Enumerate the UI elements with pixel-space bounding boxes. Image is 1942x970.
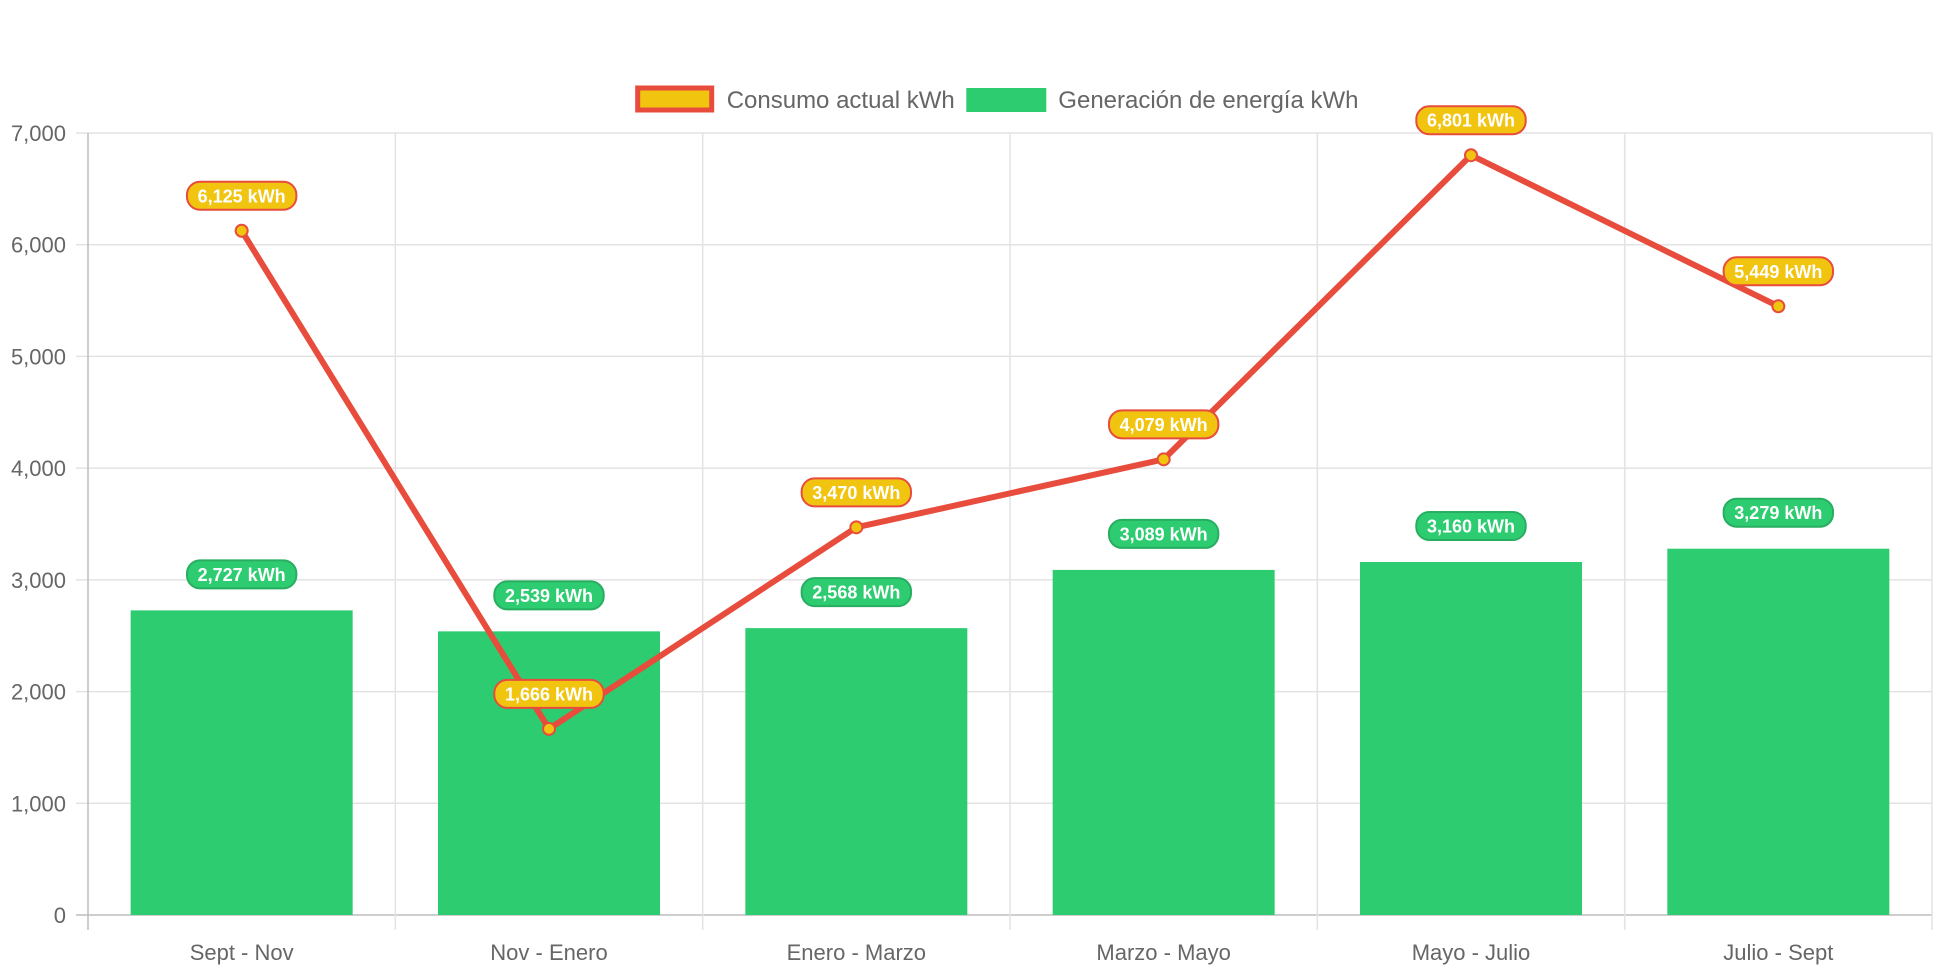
series-line — [239, 152, 1780, 732]
data-label-text: 3,160 kWh — [1427, 516, 1515, 536]
data-label-text: 3,089 kWh — [1120, 524, 1208, 544]
line-series — [234, 148, 1786, 736]
data-label-bg — [1107, 518, 1220, 549]
bar-data-label: 2,539 kWh — [493, 580, 605, 611]
bar — [1667, 548, 1890, 915]
legend: Consumo actual kWh Generación de energía … — [635, 85, 1358, 114]
bar — [745, 628, 968, 915]
y-tick-label: 1,000 — [11, 791, 66, 816]
bar-data-label: 2,727 kWh — [185, 559, 298, 590]
bar — [438, 631, 660, 915]
y-tick-label: 7,000 — [11, 121, 66, 146]
x-tick-label: Mayo - Julio — [1412, 940, 1531, 965]
bar-data-label: 2,568 kWh — [800, 577, 913, 608]
bar — [130, 610, 353, 915]
x-tick-label: Marzo - Mayo — [1096, 940, 1230, 965]
line-data-label: 5,449 kWh — [1722, 256, 1835, 287]
x-axis: Sept - Nov Nov - Enero Enero - Marzo Marzo … — [190, 940, 1834, 965]
y-tick-label: 3,000 — [11, 568, 66, 593]
line-point — [1464, 148, 1478, 163]
data-label-bg — [493, 678, 605, 709]
line-data-label: 1,666 kWh — [493, 678, 605, 709]
line-point — [1156, 452, 1171, 467]
data-label-text: 1,666 kWh — [505, 684, 593, 704]
legend-swatch-generacion — [966, 88, 1047, 112]
data-label-text: 2,568 kWh — [812, 583, 900, 603]
legend-label-consumo: Consumo actual kWh — [727, 87, 955, 114]
data-label-bg — [1415, 105, 1527, 136]
x-tick-label: Enero - Marzo — [787, 940, 926, 965]
bar — [1360, 561, 1582, 915]
legend-swatch-consumo — [635, 85, 715, 113]
data-label-text: 5,449 kWh — [1734, 262, 1822, 282]
data-label-bg — [1722, 256, 1835, 287]
data-label-bg — [185, 180, 298, 211]
data-label-text: 6,801 kWh — [1427, 111, 1515, 131]
y-tick-label: 6,000 — [11, 233, 66, 258]
line-data-label: 4,079 kWh — [1107, 409, 1220, 440]
data-label-text: 2,539 kWh — [505, 586, 593, 606]
x-tick-label: Sept - Nov — [190, 940, 294, 965]
x-tick-label: Julio - Sept — [1723, 940, 1833, 965]
data-label-bg — [1107, 409, 1220, 440]
legend-label-generacion: Generación de energía kWh — [1058, 87, 1358, 114]
data-label-text: 3,279 kWh — [1734, 503, 1822, 523]
line-point — [542, 721, 556, 736]
data-label-bg — [800, 477, 913, 508]
data-label-bg — [1722, 497, 1835, 528]
data-label-bg — [493, 580, 605, 611]
bar — [1052, 569, 1275, 915]
line-point — [849, 520, 864, 535]
data-label-text: 6,125 kWh — [198, 186, 286, 206]
data-label-text: 4,079 kWh — [1120, 415, 1208, 435]
bar-series — [130, 548, 1890, 915]
y-tick-label: 5,000 — [11, 344, 66, 369]
data-label-bg — [800, 577, 913, 608]
x-tick-label: Nov - Enero — [490, 940, 607, 965]
y-tick-label: 0 — [54, 903, 66, 928]
bar-data-label: 3,279 kWh — [1722, 497, 1835, 528]
line-data-label: 6,125 kWh — [185, 180, 298, 211]
legend-item-consumo: Consumo actual kWh — [635, 85, 955, 114]
data-label-text: 2,727 kWh — [198, 565, 286, 585]
data-label-text: 3,470 kWh — [812, 483, 900, 503]
y-axis: 0 1,000 2,000 3,000 4,000 5,000 6,000 7,000 — [11, 121, 66, 928]
line-data-label: 3,470 kWh — [800, 477, 913, 508]
bar-data-label: 3,160 kWh — [1415, 510, 1527, 541]
data-label-bg — [1415, 510, 1527, 541]
bar-data-label: 3,089 kWh — [1107, 518, 1220, 549]
data-labels: 2,727 kWh 2,539 kWh 2,568 kWh 3,089 kWh 3,16… — [185, 105, 1835, 709]
y-tick-label: 2,000 — [11, 680, 66, 705]
legend-item-generacion: Generación de energía kWh — [966, 87, 1358, 114]
y-tick-label: 4,000 — [11, 456, 66, 481]
line-point — [1771, 299, 1786, 314]
line-point — [234, 223, 249, 238]
line-data-label: 6,801 kWh — [1415, 105, 1527, 136]
grid — [76, 132, 1933, 930]
data-label-bg — [185, 559, 298, 590]
